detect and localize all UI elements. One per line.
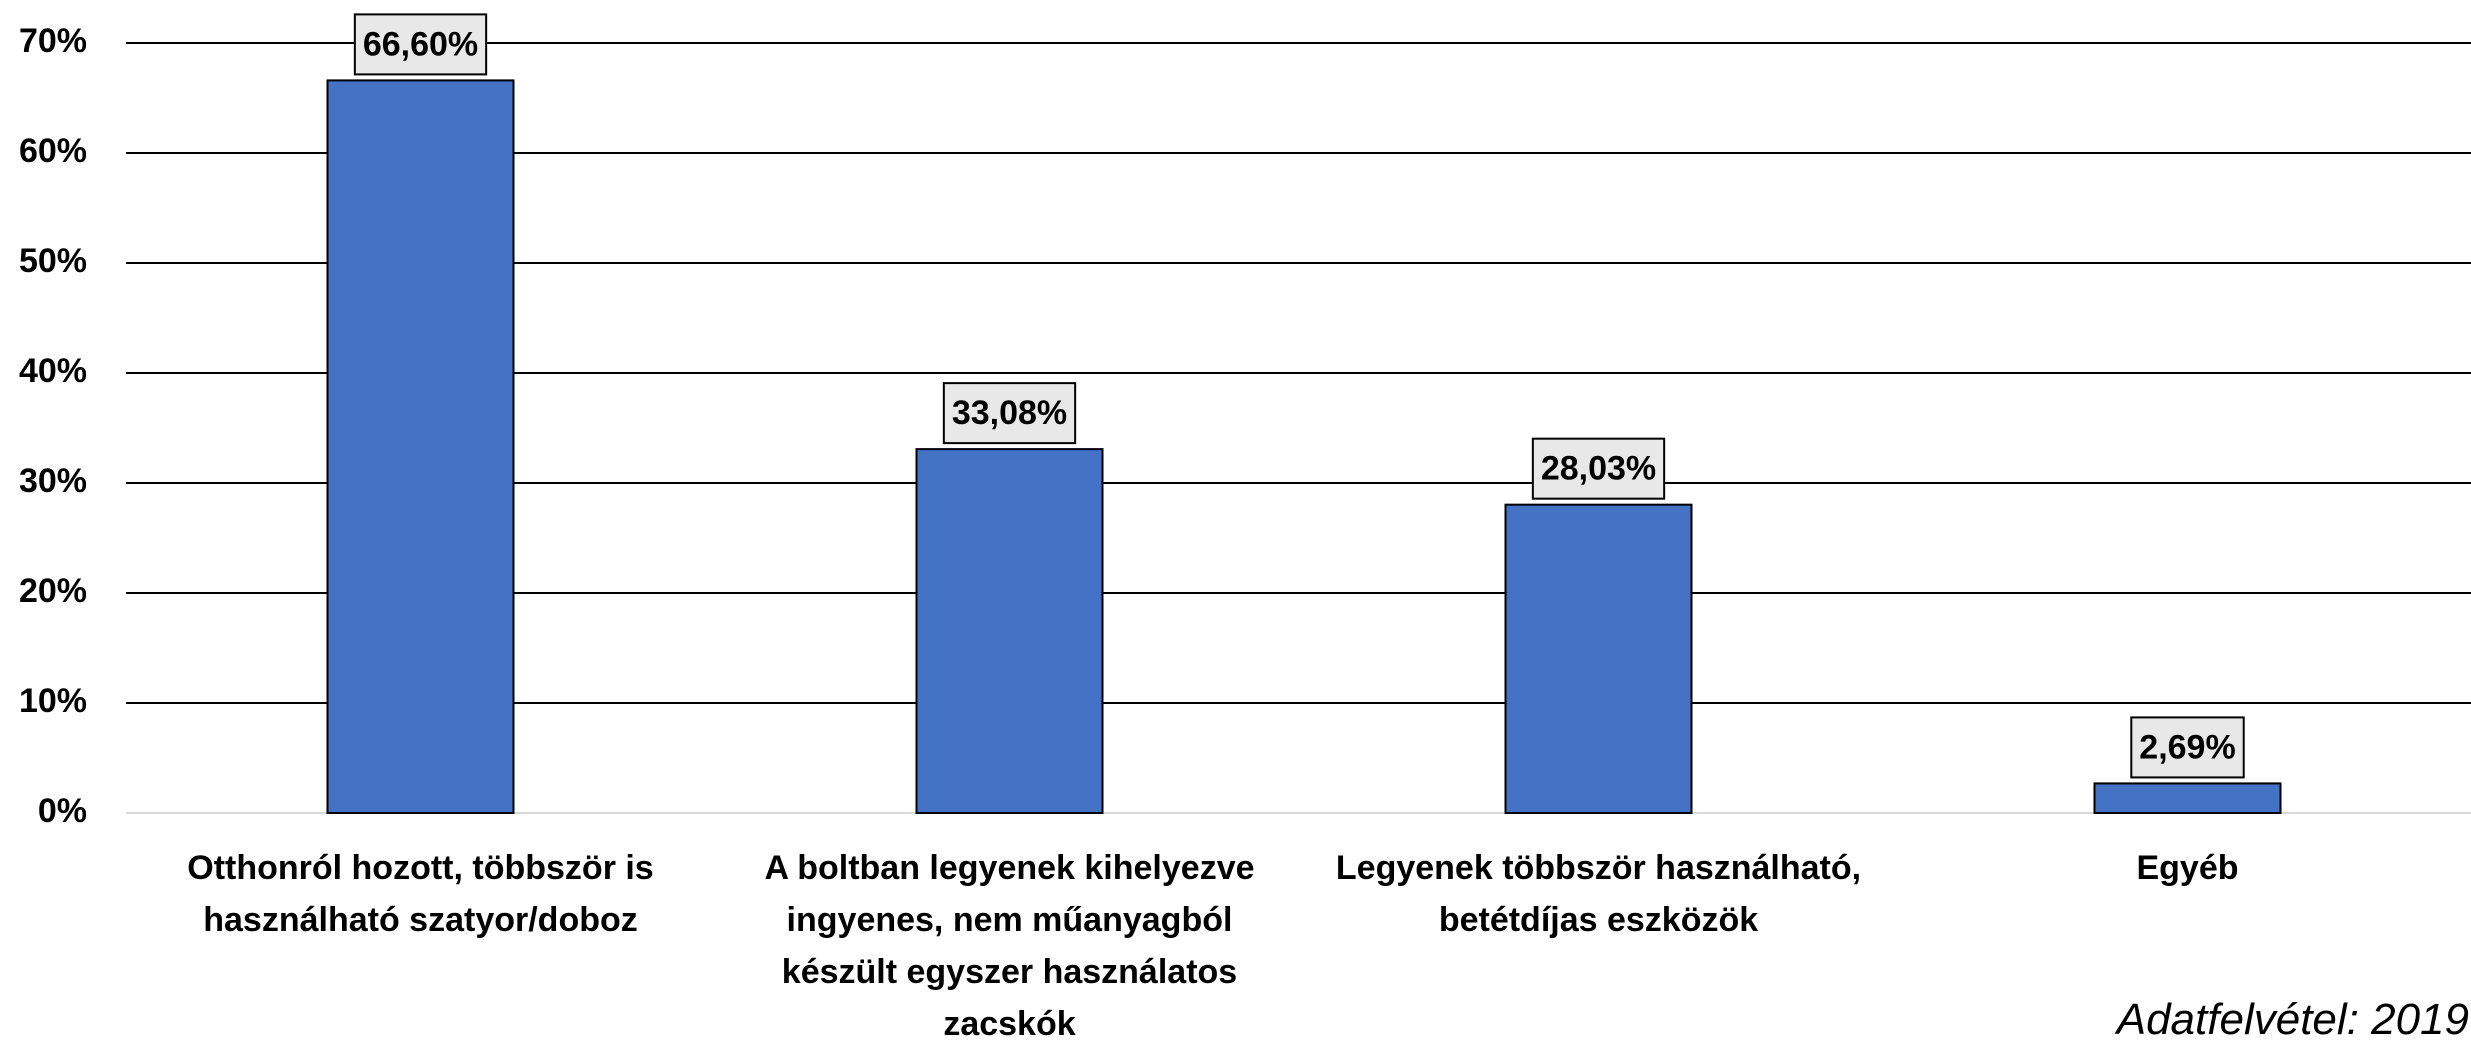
y-tick-label: 0%: [38, 792, 87, 830]
y-tick-label: 20%: [19, 572, 87, 610]
y-tick-label: 40%: [19, 352, 87, 390]
x-tick-label: Legyenek többször használható, betétdíja…: [1314, 842, 1884, 946]
bar: [917, 449, 1103, 813]
bar: [2095, 783, 2281, 813]
bar: [1506, 505, 1692, 813]
value-label: 33,08%: [952, 394, 1067, 432]
y-tick-label: 60%: [19, 132, 87, 170]
y-tick-label: 30%: [19, 462, 87, 500]
y-tick-label: 70%: [19, 22, 87, 60]
annotation: Adatfelvétel: 2019: [2117, 995, 2469, 1045]
y-tick-label: 50%: [19, 242, 87, 280]
y-tick-label: 10%: [19, 682, 87, 720]
value-label: 2,69%: [2139, 728, 2235, 766]
value-label: 66,60%: [363, 25, 478, 63]
value-label: 28,03%: [1541, 450, 1656, 488]
x-tick-label: Otthonról hozott, többször is használhat…: [136, 842, 706, 946]
bar: [328, 80, 514, 813]
x-tick-label: Egyéb: [1903, 842, 2471, 894]
x-tick-label: A boltban legyenek kihelyezve ingyenes, …: [725, 842, 1295, 1050]
